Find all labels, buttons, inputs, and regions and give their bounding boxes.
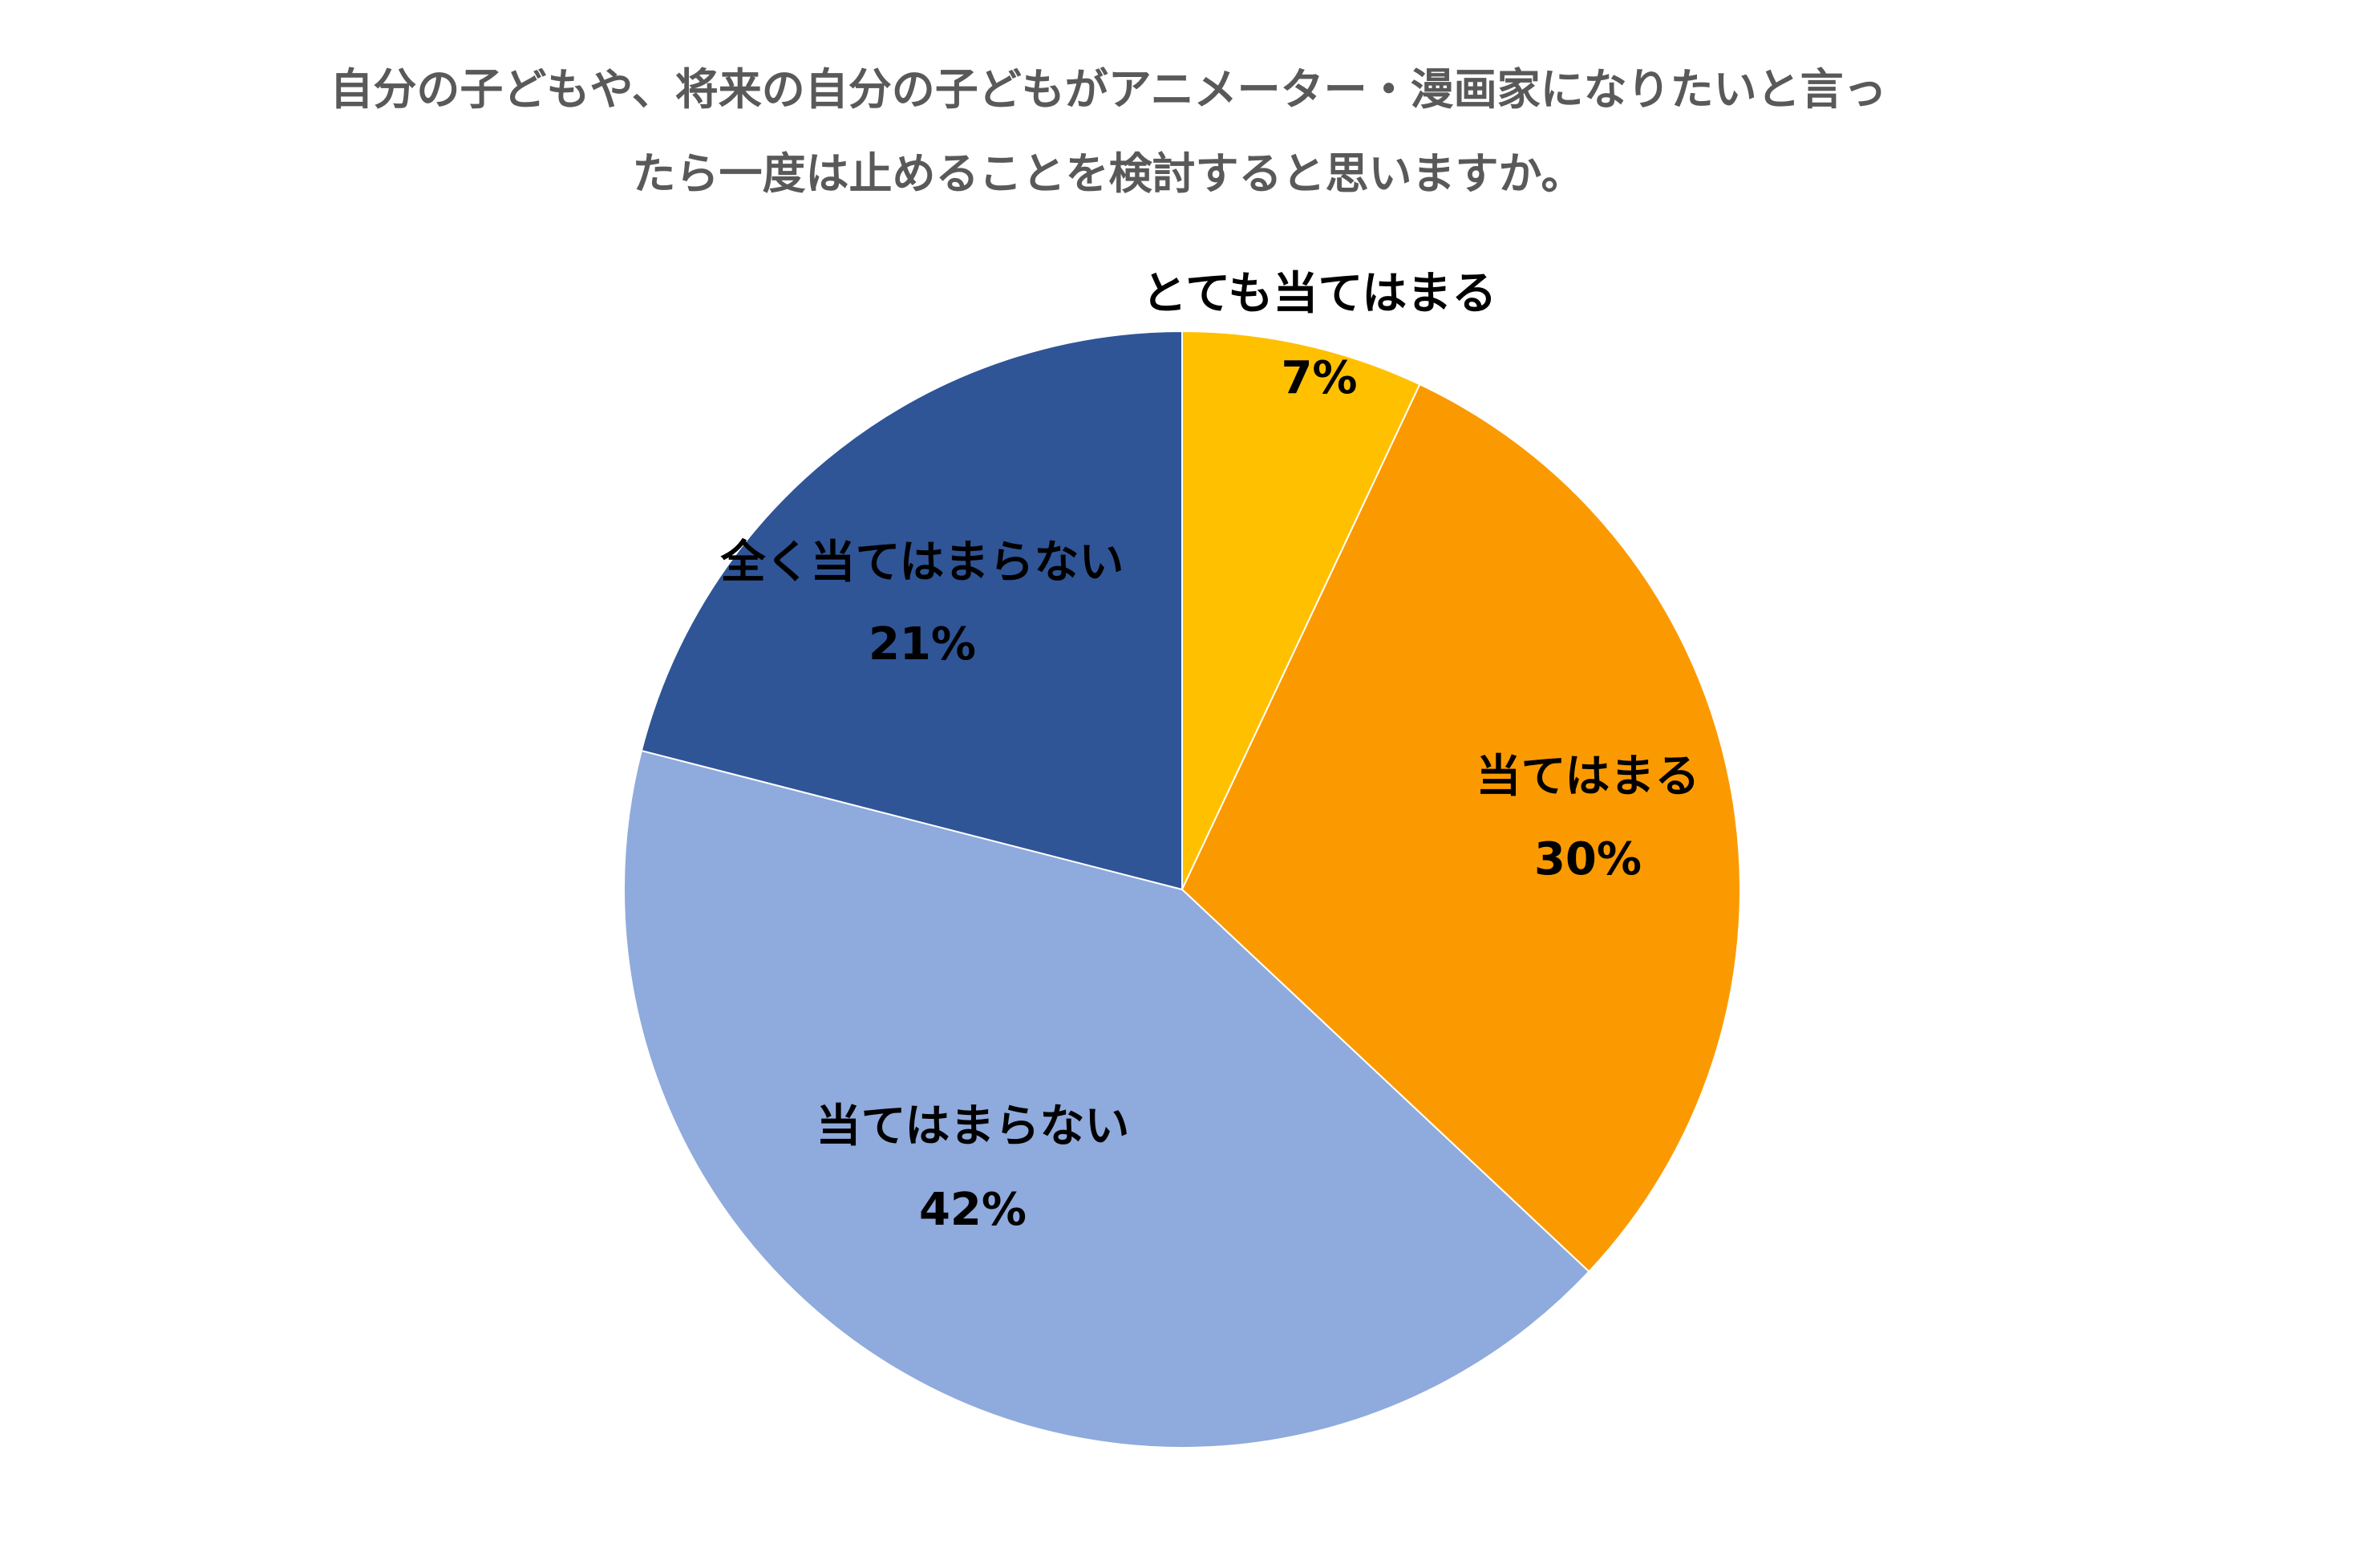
slice-category-label: 当てはまる bbox=[1476, 751, 1700, 803]
pie-slice bbox=[640, 330, 1183, 891]
pie-slice bbox=[1181, 383, 1741, 1273]
slice-category-label: とても当てはまる bbox=[1142, 268, 1496, 320]
pie-slice bbox=[1181, 330, 1421, 890]
slice-value-label: 21% bbox=[869, 618, 976, 671]
labels: とても当てはまる 7% 当てはまる 30% 当てはまらない 42% 全く当てはまらない 21% bbox=[720, 268, 1700, 1236]
slice-category-label: 全く当てはまらない bbox=[720, 537, 1124, 589]
slice-value-label: 7% bbox=[1281, 352, 1357, 404]
chart-title: たら一度は止めることを検討すると思いますか。 bbox=[633, 148, 1585, 199]
pie-slice bbox=[623, 749, 1590, 1448]
slice-value-label: 30% bbox=[1534, 833, 1642, 885]
pie bbox=[623, 330, 1741, 1448]
chart-title: 自分の子どもや、将来の自分の子どもがアニメーター・漫画家になりたいと言っ bbox=[330, 64, 1886, 115]
slice-category-label: 当てはまらない bbox=[816, 1100, 1130, 1153]
slice-value-label: 42% bbox=[919, 1184, 1027, 1236]
